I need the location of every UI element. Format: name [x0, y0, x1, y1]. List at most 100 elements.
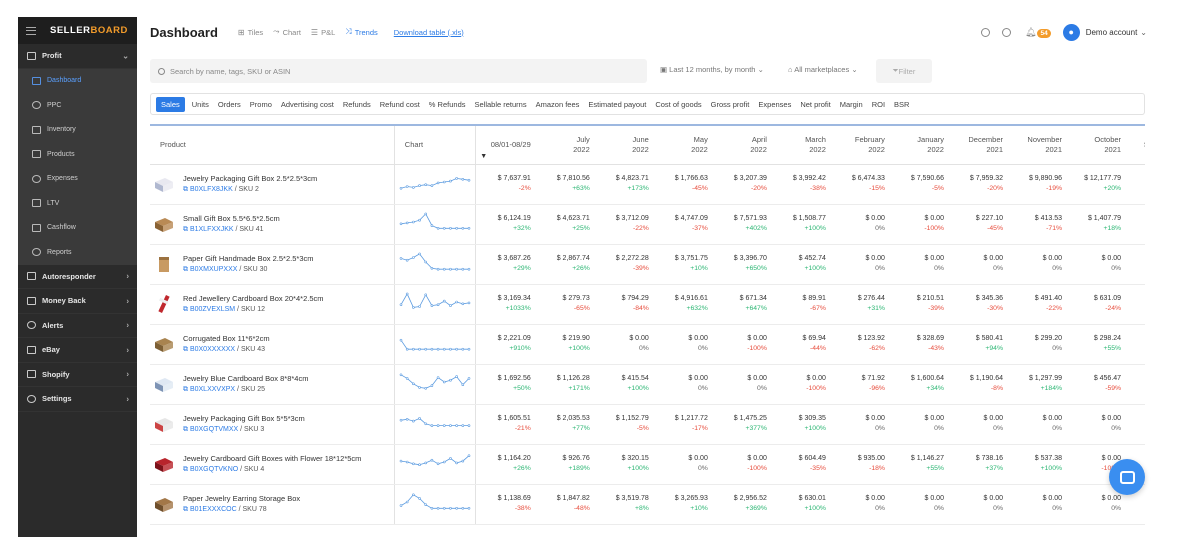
column-header-period[interactable]: December 2021	[947, 126, 1007, 165]
metric-tab[interactable]: % Refunds	[428, 99, 466, 109]
info-icon[interactable]	[981, 27, 991, 37]
metric-tab[interactable]: Refund cost	[379, 99, 420, 109]
copy-icon[interactable]: ⧉	[183, 305, 190, 313]
asin-link[interactable]: B0XGQTVMXX	[189, 425, 239, 433]
table-row[interactable]: Jewelry Blue Cardboard Box 8*8*4cm ⧉ B0XL…	[150, 364, 1145, 405]
sidebar-item-autoresponder[interactable]: Autoresponder ›	[18, 264, 137, 289]
table-row[interactable]: Small Gift Box 5.5*6.5*2.5cm ⧉ B1XLFXXJKK…	[150, 204, 1145, 245]
marketplace-select[interactable]: ⌂ All marketplaces ⌄	[788, 65, 858, 74]
metric-tab[interactable]: Refunds	[342, 99, 371, 109]
sales-value: $ 279.73	[562, 295, 590, 302]
column-header-period[interactable]: 08/01-08/29 ▼	[475, 126, 535, 165]
table-row[interactable]: Paper Jewelry Earring Storage Box ⧉ B01EX…	[150, 484, 1145, 525]
column-header-period[interactable]: Septer	[1125, 126, 1145, 165]
search-input[interactable]	[170, 66, 610, 76]
clock-icon[interactable]	[1002, 27, 1012, 37]
sales-value: $ 0.00	[865, 215, 885, 222]
product-info: Jewelry Packaging Gift Box 2.5*2.5*3cm ⧉ …	[153, 174, 390, 195]
chevron-down-icon[interactable]: ⌄	[1140, 27, 1147, 37]
tab-trends[interactable]: ⤨ Trends	[345, 27, 378, 37]
sidebar-item-money-back[interactable]: Money Back ›	[18, 289, 137, 314]
column-header-period[interactable]: January 2022	[888, 126, 948, 165]
table-row[interactable]: Jewelry Packaging Gift Box 2.5*2.5*3cm ⧉ …	[150, 164, 1145, 205]
tab-chart[interactable]: ⤳ Chart	[273, 27, 301, 37]
sidebar-item-inventory[interactable]: Inventory	[18, 117, 137, 142]
asin-link[interactable]: B0XMXUPXXX	[189, 265, 238, 273]
metric-tab[interactable]: Advertising cost	[280, 99, 334, 109]
metric-tab[interactable]: Sellable returns	[474, 99, 527, 109]
copy-icon[interactable]: ⧉	[183, 265, 190, 273]
notifications-button[interactable]: 🔔︎ 54	[1025, 27, 1051, 38]
sidebar-item-settings[interactable]: Settings ›	[18, 387, 137, 412]
column-header-period[interactable]: February 2022	[829, 126, 889, 165]
column-header-period[interactable]: November 2021	[1007, 126, 1067, 165]
copy-icon[interactable]: ⧉	[183, 385, 190, 393]
metric-tab[interactable]: BSR	[894, 99, 910, 109]
sidebar-item-reports[interactable]: Reports	[18, 240, 137, 265]
avatar[interactable]: ●	[1062, 23, 1080, 41]
sidebar-item-ppc[interactable]: PPC	[18, 93, 137, 118]
column-header-period[interactable]: April 2022	[711, 126, 771, 165]
metric-tab[interactable]: Sales	[156, 96, 185, 112]
metric-tab[interactable]: Estimated payout	[588, 99, 647, 109]
sidebar-item-cashflow[interactable]: Cashflow	[18, 215, 137, 240]
metric-tab[interactable]: Promo	[249, 99, 272, 109]
sidebar-item-profit[interactable]: Profit ⌄	[18, 44, 137, 69]
asin-link[interactable]: B0XLFX8JKK	[189, 185, 233, 193]
download-table-link[interactable]: Download table (.xls)	[393, 27, 464, 37]
metric-tab[interactable]: Cost of goods	[655, 99, 702, 109]
copy-icon[interactable]: ⧉	[183, 345, 190, 353]
product-thumbnail	[153, 294, 175, 314]
monitor-icon	[27, 51, 36, 60]
hamburger-menu-icon[interactable]	[26, 26, 36, 35]
column-header-period[interactable]: June 2022	[593, 126, 653, 165]
column-header-period[interactable]: July 2022	[534, 126, 594, 165]
table-row[interactable]: Jewelry Cardboard Gift Boxes with Flower…	[150, 444, 1145, 485]
sidebar-item-ebay[interactable]: eBay ›	[18, 338, 137, 363]
asin-link[interactable]: B00ZVEXLSM	[189, 305, 236, 313]
copy-icon[interactable]: ⧉	[183, 505, 190, 513]
column-header-period[interactable]: May 2022	[652, 126, 712, 165]
tab-tiles[interactable]: ⊞ Tiles	[237, 27, 264, 37]
metric-tab[interactable]: Gross profit	[710, 99, 750, 109]
chart-cell	[394, 364, 477, 405]
column-header-period[interactable]: March 2022	[770, 126, 830, 165]
table-row[interactable]: Paper Gift Handmade Box 2.5*2.5*3cm ⧉ B0X…	[150, 244, 1145, 285]
column-header-product[interactable]: Product	[150, 126, 395, 165]
sidebar-item-dashboard[interactable]: Dashboard	[18, 68, 137, 93]
metric-tab[interactable]: Net profit	[800, 99, 831, 109]
metric-tab[interactable]: Orders	[217, 99, 241, 109]
app-logo[interactable]: SELLERBOARD	[50, 25, 128, 36]
column-header-period[interactable]: October 2021	[1066, 126, 1126, 165]
filter-button[interactable]: ⏷ Filter	[876, 59, 932, 83]
sidebar-item-ltv[interactable]: LTV	[18, 191, 137, 216]
metric-tab[interactable]: Expenses	[758, 99, 792, 109]
table-row[interactable]: Red Jewellery Cardboard Box 20*4*2.5cm ⧉ …	[150, 284, 1145, 325]
date-range-select[interactable]: ▣ Last 12 months, by month ⌄	[660, 65, 764, 74]
tab-pl[interactable]: ☰ P&L	[310, 27, 336, 37]
chat-button[interactable]	[1109, 459, 1145, 495]
metric-tab[interactable]: Amazon fees	[535, 99, 580, 109]
asin-link[interactable]: B0XGQTVKNO	[189, 465, 239, 473]
metric-tab[interactable]: Margin	[839, 99, 863, 109]
copy-icon[interactable]: ⧉	[183, 425, 190, 433]
asin-link[interactable]: B0XLXXVXPX	[189, 385, 236, 393]
table-row[interactable]: Jewelry Packaging Gift Box 5*5*3cm ⧉ B0XG…	[150, 404, 1145, 445]
copy-icon[interactable]: ⧉	[183, 465, 190, 473]
sidebar-item-expenses[interactable]: Expenses	[18, 166, 137, 191]
asin-link[interactable]: B0X0XXXXXX	[189, 345, 236, 353]
change-percent: 0%	[993, 505, 1003, 512]
copy-icon[interactable]: ⧉	[183, 225, 190, 233]
account-name[interactable]: Demo account	[1085, 27, 1138, 37]
sidebar-item-alerts[interactable]: Alerts ›	[18, 313, 137, 338]
metric-tab[interactable]: ROI	[871, 99, 886, 109]
copy-icon[interactable]: ⧉	[183, 185, 190, 193]
metric-tab[interactable]: Units	[191, 99, 209, 109]
sort-desc-icon[interactable]: ▼	[480, 152, 488, 160]
sidebar-item-shopify[interactable]: Shopify ›	[18, 362, 137, 387]
sidebar-item-products[interactable]: Products	[18, 142, 137, 167]
table-row[interactable]: Corrugated Box 11*6*2cm ⧉ B0X0XXXXXX / SK…	[150, 324, 1145, 365]
product-text: Red Jewellery Cardboard Box 20*4*2.5cm ⧉ …	[183, 294, 324, 315]
asin-link[interactable]: B1XLFXXJKK	[189, 225, 234, 233]
asin-link[interactable]: B01EXXXCOC	[189, 505, 237, 513]
